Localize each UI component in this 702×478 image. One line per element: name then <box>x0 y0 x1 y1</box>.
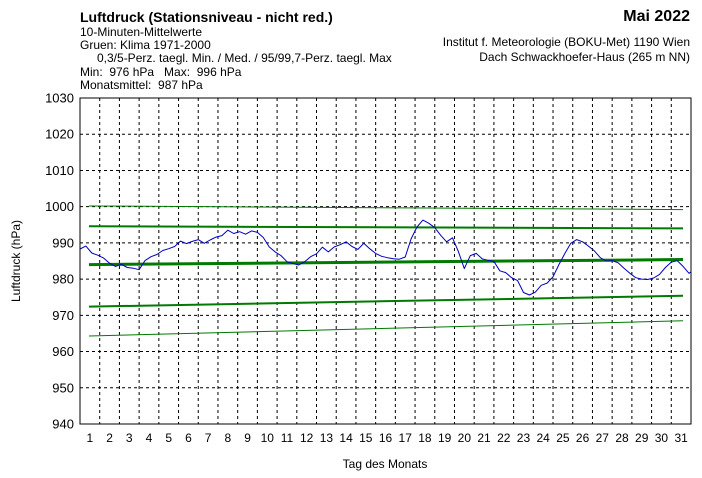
y-tick-label: 960 <box>52 344 74 359</box>
station-location: Dach Schwackhoefer-Haus (265 m NN) <box>479 50 690 64</box>
x-tick-label: 27 <box>596 431 610 445</box>
x-tick-label: 9 <box>244 431 251 445</box>
x-tick-label: 28 <box>615 431 629 445</box>
climate-line-p5-min <box>88 294 684 308</box>
x-tick-label: 8 <box>224 431 231 445</box>
y-tick-label: 950 <box>52 380 74 395</box>
institute-label: Institut f. Meteorologie (BOKU-Met) 1190… <box>442 35 690 49</box>
x-tick-label: 2 <box>106 431 113 445</box>
x-tick-label: 31 <box>674 431 688 445</box>
chart-subtitle: 10-Minuten-Mittelwerte <box>80 25 203 39</box>
x-tick-label: 24 <box>537 431 551 445</box>
x-tick-label: 4 <box>146 431 153 445</box>
climate-line-p95-max <box>88 225 684 230</box>
pressure-series-line <box>79 219 692 296</box>
x-tick-label: 14 <box>339 431 353 445</box>
y-tick-label: 990 <box>52 235 74 250</box>
x-tick-label: 21 <box>477 431 491 445</box>
y-tick-label: 970 <box>52 308 74 323</box>
y-tick-label: 940 <box>52 417 74 432</box>
x-tick-label: 19 <box>438 431 452 445</box>
x-axis-label: Tag des Monats <box>343 457 428 471</box>
x-tick-label: 12 <box>300 431 314 445</box>
y-tick-label: 1000 <box>45 199 74 214</box>
percentile-legend: 0,3/5-Perz. taegl. Min. / Med. / 95/99,7… <box>97 51 392 65</box>
x-tick-label: 7 <box>205 431 212 445</box>
y-tick-label: 980 <box>52 272 74 287</box>
chart-title: Luftdruck (Stationsniveau - nicht red.) <box>80 9 333 25</box>
x-tick-label: 1 <box>87 431 94 445</box>
x-tick-label: 10 <box>261 431 275 445</box>
min-max-stats: Min: 976 hPa Max: 996 hPa <box>80 65 242 79</box>
y-axis-label: Luftdruck (hPa) <box>9 220 23 302</box>
x-tick-label: 26 <box>576 431 590 445</box>
x-tick-label: 25 <box>556 431 570 445</box>
climate-line-p0.3-min <box>88 320 684 337</box>
y-tick-label: 1010 <box>45 163 74 178</box>
x-tick-label: 18 <box>418 431 432 445</box>
x-tick-label: 22 <box>497 431 511 445</box>
x-tick-label: 11 <box>281 431 294 445</box>
x-tick-label: 30 <box>655 431 669 445</box>
y-tick-label: 1020 <box>45 127 74 142</box>
plot-frame <box>79 97 692 425</box>
climate-legend: Gruen: Klima 1971-2000 <box>80 38 211 52</box>
climate-line-p99.7-max <box>88 205 684 211</box>
month-label: Mai 2022 <box>623 8 690 25</box>
y-tick-label: 1030 <box>45 91 74 106</box>
x-tick-label: 17 <box>399 431 413 445</box>
x-tick-label: 13 <box>320 431 334 445</box>
x-tick-label: 3 <box>126 431 133 445</box>
x-tick-label: 15 <box>359 431 373 445</box>
x-tick-label: 6 <box>185 431 192 445</box>
x-tick-label: 29 <box>635 431 649 445</box>
x-tick-label: 23 <box>517 431 531 445</box>
x-tick-label: 20 <box>458 431 472 445</box>
x-tick-label: 16 <box>379 431 393 445</box>
x-tick-label: 5 <box>165 431 172 445</box>
climate-line-median <box>88 258 684 267</box>
monthly-mean: Monatsmittel: 987 hPa <box>80 78 203 92</box>
